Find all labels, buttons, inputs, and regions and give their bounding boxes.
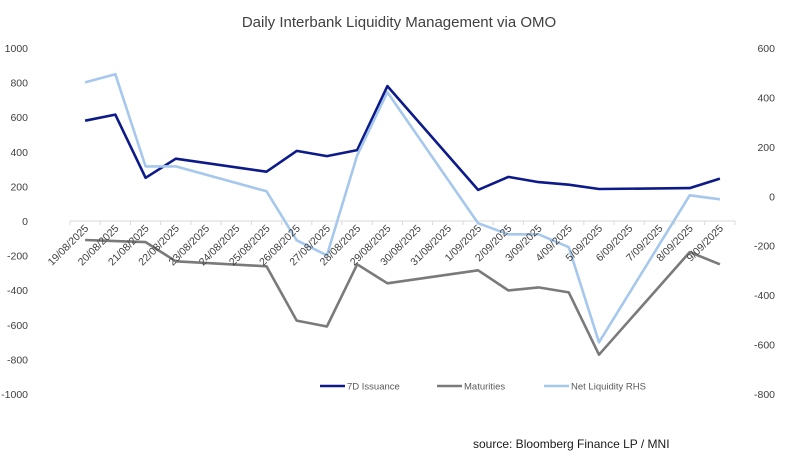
y-right-tick-label: 0	[769, 191, 775, 203]
series-line-net-liquidity-rhs	[84, 72, 721, 344]
y-right-tick-label: 400	[757, 92, 775, 104]
y-left-tick-label: 200	[10, 181, 28, 193]
y-left-tick-label: -800	[7, 354, 28, 366]
y-left-tick-label: 600	[10, 112, 28, 124]
y-left-tick-label: -1000	[1, 389, 28, 401]
y-left-tick-label: -400	[7, 285, 28, 297]
y-right-tick-label: 200	[757, 142, 775, 154]
y-right-tick-label: -800	[754, 389, 775, 401]
y-left-tick-label: 800	[10, 78, 28, 90]
y-left-tick-label: 1000	[5, 43, 29, 55]
chart-title: Daily Interbank Liquidity Management via…	[241, 14, 557, 31]
series-line-maturities	[85, 238, 721, 357]
y-left-tick-label: -600	[7, 320, 28, 332]
y-left-tick-label: 0	[22, 216, 28, 228]
y-right-tick-label: -400	[754, 290, 775, 302]
y-right-tick-label: -600	[754, 340, 775, 352]
y-right-tick-label: -200	[754, 241, 775, 253]
y-left-tick-label: -200	[7, 251, 28, 263]
legend-label: Net Liquidity RHS	[571, 382, 646, 393]
series-line-7d-issuance	[84, 84, 721, 192]
y-left-tick-label: 400	[10, 147, 28, 159]
legend-label: 7D Issuance	[347, 382, 400, 393]
legend-label: Maturities	[464, 382, 505, 393]
source-note: source: Bloomberg Finance LP / MNI	[473, 437, 670, 451]
y-right-tick-label: 600	[757, 43, 775, 55]
